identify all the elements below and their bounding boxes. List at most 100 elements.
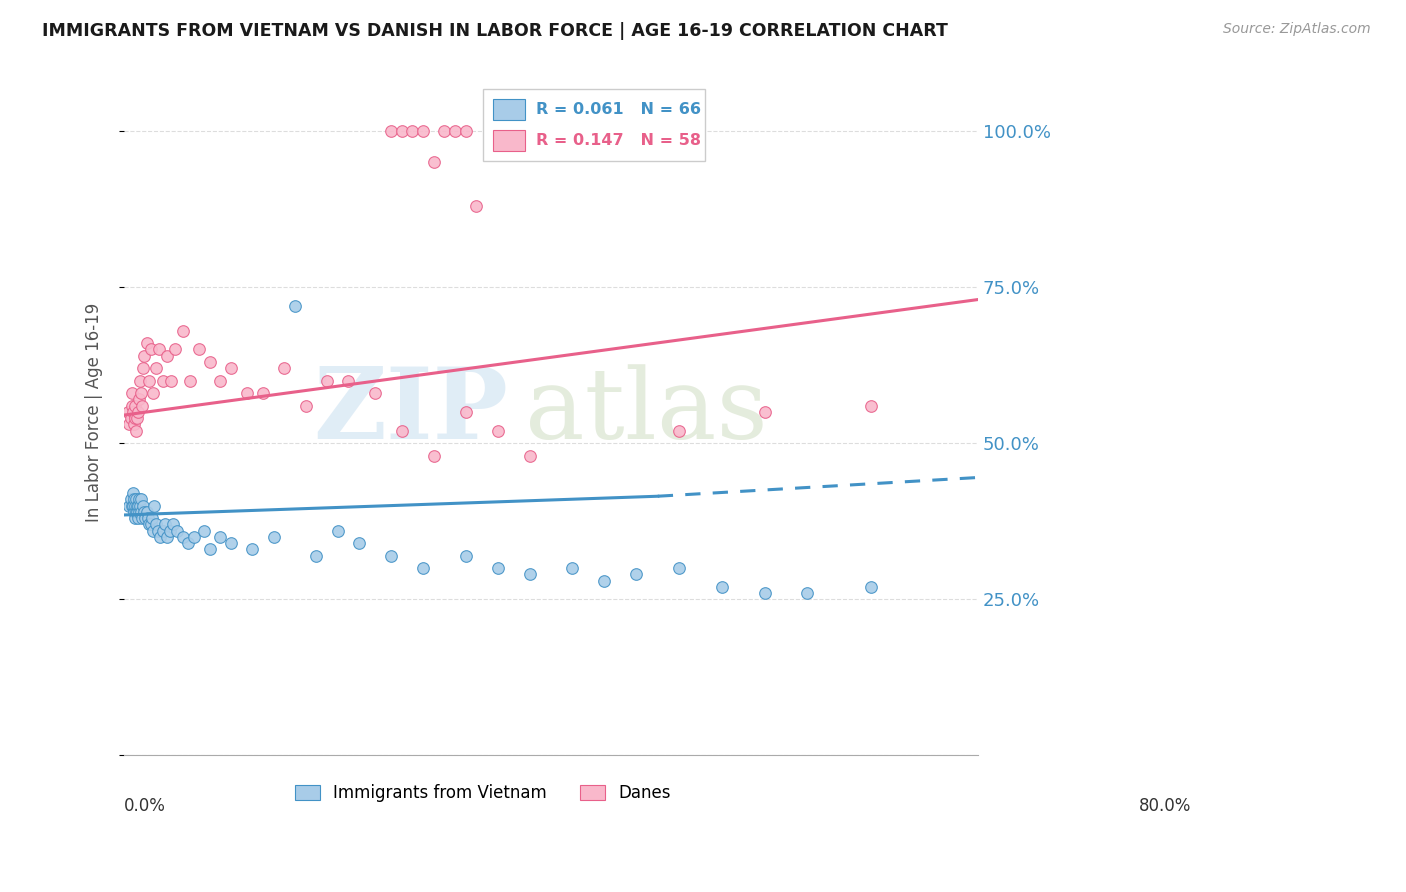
Point — [177, 536, 200, 550]
Point — [125, 492, 148, 507]
Point — [561, 561, 583, 575]
Point — [422, 155, 444, 169]
Point — [129, 386, 152, 401]
Point — [156, 349, 179, 363]
Point — [135, 336, 157, 351]
Point — [134, 511, 156, 525]
Point — [124, 411, 146, 425]
Point — [593, 574, 616, 588]
Point — [380, 124, 402, 138]
Point — [465, 199, 488, 213]
Point — [412, 561, 434, 575]
Point — [121, 499, 143, 513]
Point — [159, 524, 181, 538]
Point — [172, 324, 194, 338]
Point — [138, 374, 160, 388]
Point — [129, 492, 152, 507]
Point — [125, 424, 148, 438]
Text: IMMIGRANTS FROM VIETNAM VS DANISH IN LABOR FORCE | AGE 16-19 CORRELATION CHART: IMMIGRANTS FROM VIETNAM VS DANISH IN LAB… — [42, 22, 948, 40]
Point — [153, 517, 176, 532]
Point — [326, 524, 349, 538]
Point — [668, 561, 690, 575]
Point — [422, 449, 444, 463]
Point — [454, 549, 477, 563]
Point — [316, 374, 339, 388]
Point — [160, 374, 183, 388]
Point — [380, 549, 402, 563]
Point — [347, 536, 370, 550]
Point — [139, 517, 162, 532]
Point — [125, 505, 148, 519]
Point — [145, 361, 167, 376]
Point — [124, 399, 146, 413]
Point — [305, 549, 328, 563]
FancyBboxPatch shape — [494, 130, 526, 151]
Point — [236, 386, 259, 401]
Point — [118, 417, 141, 432]
Point — [486, 561, 509, 575]
Text: atlas: atlas — [526, 364, 768, 460]
Point — [165, 343, 187, 357]
Point — [252, 386, 274, 401]
Point — [172, 530, 194, 544]
Point — [391, 124, 413, 138]
FancyBboxPatch shape — [482, 89, 704, 161]
Point — [128, 505, 150, 519]
Point — [240, 542, 263, 557]
Point — [166, 524, 188, 538]
Point — [209, 374, 232, 388]
Point — [136, 511, 159, 525]
Point — [131, 399, 153, 413]
Point — [127, 499, 149, 513]
Point — [454, 405, 477, 419]
Point — [132, 361, 155, 376]
Point — [145, 517, 167, 532]
Text: Source: ZipAtlas.com: Source: ZipAtlas.com — [1223, 22, 1371, 37]
Point — [122, 505, 145, 519]
Point — [128, 492, 150, 507]
Point — [121, 499, 143, 513]
Point — [519, 567, 541, 582]
Text: R = 0.061   N = 66: R = 0.061 N = 66 — [536, 103, 700, 117]
Point — [162, 517, 184, 532]
Point — [710, 580, 733, 594]
Point — [198, 542, 221, 557]
Point — [120, 411, 142, 425]
Point — [131, 511, 153, 525]
Point — [121, 486, 143, 500]
Point — [138, 517, 160, 532]
Point — [412, 124, 434, 138]
Point — [284, 299, 307, 313]
Point — [125, 411, 148, 425]
Text: 80.0%: 80.0% — [1139, 797, 1191, 814]
Point — [209, 530, 232, 544]
Point — [128, 392, 150, 407]
Point — [122, 417, 145, 432]
Point — [139, 343, 162, 357]
Y-axis label: In Labor Force | Age 16-19: In Labor Force | Age 16-19 — [86, 302, 103, 522]
Point — [125, 499, 148, 513]
Point — [486, 424, 509, 438]
Point — [121, 405, 143, 419]
Point — [148, 343, 170, 357]
Point — [129, 374, 152, 388]
Point — [141, 511, 163, 525]
Point — [273, 361, 295, 376]
Point — [754, 586, 776, 600]
Point — [860, 399, 883, 413]
Legend: Immigrants from Vietnam, Danes: Immigrants from Vietnam, Danes — [288, 778, 678, 809]
Point — [364, 386, 387, 401]
Point — [401, 124, 423, 138]
Point — [754, 405, 776, 419]
Point — [444, 124, 467, 138]
Point — [193, 524, 215, 538]
Point — [122, 492, 145, 507]
Point — [142, 386, 165, 401]
Point — [121, 386, 143, 401]
Point — [626, 567, 648, 582]
Point — [124, 499, 146, 513]
Text: ZIP: ZIP — [314, 363, 509, 460]
Point — [519, 449, 541, 463]
Point — [129, 499, 152, 513]
Point — [860, 580, 883, 594]
